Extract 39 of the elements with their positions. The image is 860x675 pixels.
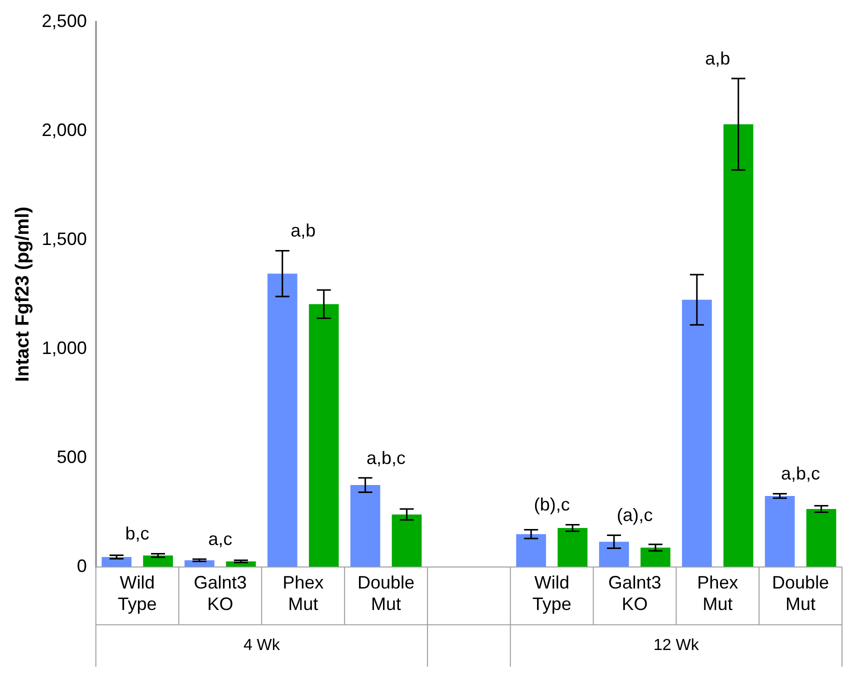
bar (764, 496, 795, 567)
bar (143, 555, 173, 567)
x-tick-label: Phex Mut (697, 572, 738, 614)
bar (350, 485, 380, 567)
x-tick-label: Double Mut (357, 572, 415, 614)
x-tick-label: Galnt3 KO (608, 572, 662, 614)
annotation: a,b,c (366, 448, 406, 468)
bar (599, 542, 629, 567)
annotation: a,c (208, 529, 232, 550)
bar (806, 509, 836, 567)
bar (308, 304, 339, 567)
x-tick-label: Wild Type (118, 572, 157, 614)
bar (102, 556, 132, 567)
x-tick-label: Double Mut (772, 572, 830, 614)
annotation: (b),c (534, 494, 570, 515)
annotation: a,b (290, 220, 316, 241)
bar (723, 124, 754, 567)
bar (640, 548, 670, 567)
annotation: a,b (705, 48, 730, 68)
y-tick-label: 1,500 (42, 228, 87, 249)
y-tick-label: 1,000 (42, 338, 87, 358)
y-axis-title: Intact Fgf23 (pg/ml) (12, 206, 34, 382)
y-tick-label: 500 (56, 446, 87, 467)
y-tick-label: 2,500 (42, 10, 87, 31)
bar (558, 528, 588, 567)
annotation: b,c (125, 524, 150, 544)
annotation: (a),c (616, 505, 653, 526)
bar (516, 534, 546, 567)
annotation: a,b,c (781, 464, 820, 484)
x-tick-label: Phex Mut (282, 572, 324, 614)
x-tick-label: Galnt3 KO (194, 572, 247, 614)
text: 12 Wk (654, 637, 700, 654)
y-tick-label: 0 (76, 556, 87, 576)
bar (682, 300, 712, 567)
x-tick-label: Wild Type (532, 572, 572, 614)
text: 4 Wk (243, 637, 281, 654)
y-tick-label: 2,000 (42, 120, 87, 140)
bar (392, 514, 422, 567)
bar (267, 274, 298, 567)
